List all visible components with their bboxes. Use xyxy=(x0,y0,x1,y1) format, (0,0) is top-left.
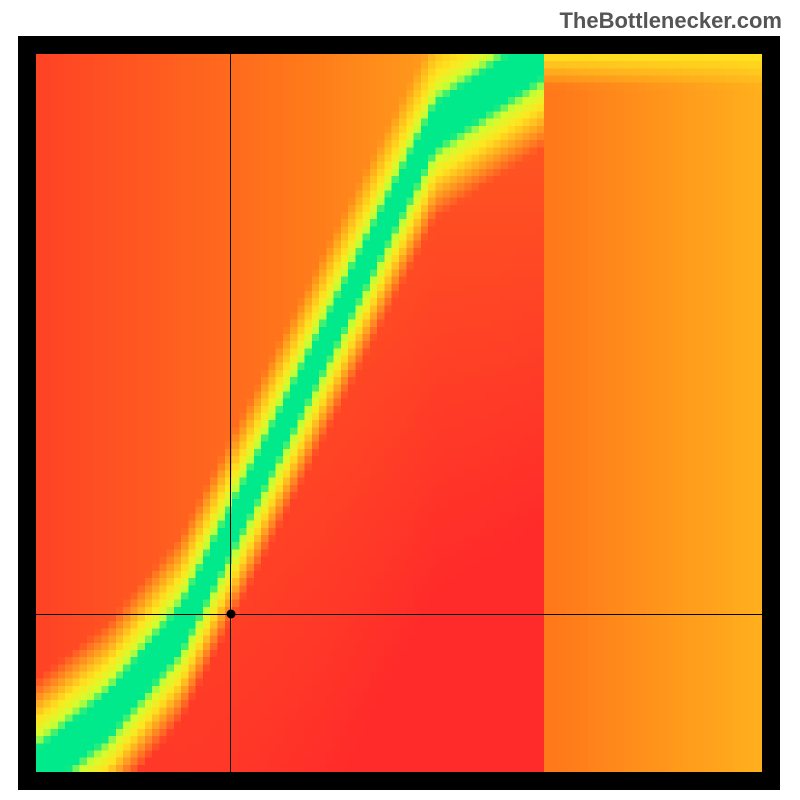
chart-container: TheBottlenecker.com xyxy=(0,0,800,800)
crosshair-horizontal xyxy=(36,614,762,615)
operating-point-marker xyxy=(226,610,235,619)
watermark-text: TheBottlenecker.com xyxy=(559,8,782,34)
bottleneck-heatmap xyxy=(36,54,762,772)
crosshair-vertical xyxy=(230,54,231,772)
